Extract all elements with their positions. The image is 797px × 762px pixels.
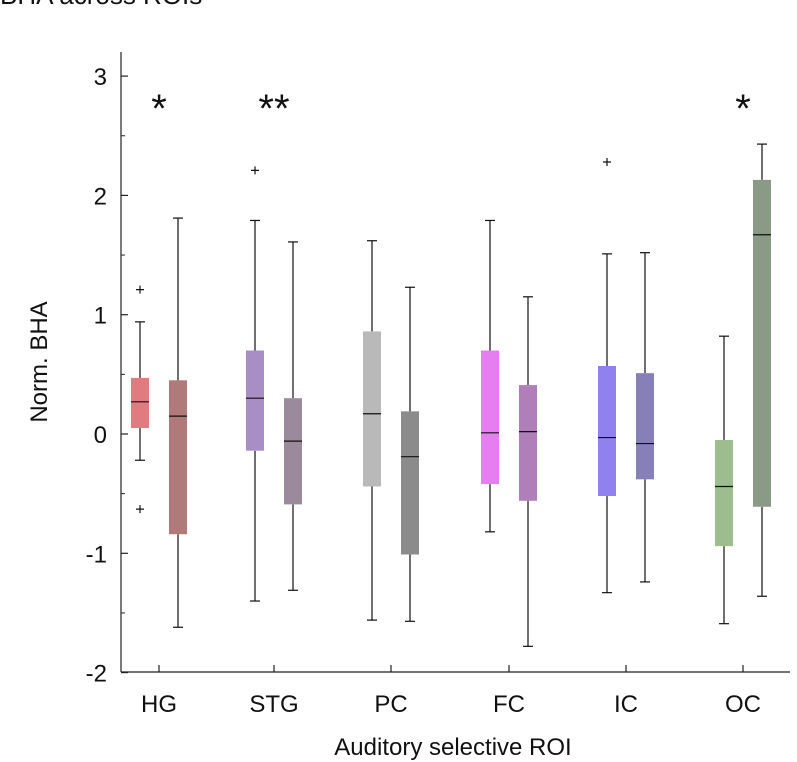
y-tick-label: 0 <box>94 422 107 449</box>
significance-marker: * <box>735 87 751 131</box>
x-tick-label: STG <box>249 691 298 718</box>
y-tick-label: -2 <box>86 661 107 688</box>
y-tick-label: 1 <box>94 303 107 330</box>
box <box>284 398 302 505</box>
outlier-marker <box>136 285 144 294</box>
x-tick-label: OC <box>725 691 761 718</box>
significance-marker: ** <box>258 87 289 131</box>
y-tick-label: -1 <box>86 541 107 568</box>
y-axis-title: Norm. BHA <box>26 301 53 422</box>
outlier-marker <box>136 505 144 514</box>
outlier-marker <box>603 157 611 166</box>
box <box>169 380 187 535</box>
box <box>598 365 616 497</box>
box <box>246 350 264 451</box>
x-tick-label: PC <box>374 691 407 718</box>
chart-title: BHA across ROIs <box>0 0 202 10</box>
x-tick-label: IC <box>614 691 638 718</box>
outlier-marker <box>251 166 259 175</box>
y-tick-label: 3 <box>94 64 107 91</box>
box <box>715 439 733 547</box>
box <box>401 411 419 555</box>
box <box>481 350 499 485</box>
box <box>753 179 771 507</box>
box <box>519 385 537 501</box>
x-axis-title: Auditory selective ROI <box>334 734 571 761</box>
x-tick-label: FC <box>493 691 525 718</box>
x-tick-label: HG <box>141 691 177 718</box>
box <box>363 331 381 487</box>
y-tick-label: 2 <box>94 183 107 210</box>
box <box>131 377 149 429</box>
significance-marker: * <box>151 87 167 131</box>
box <box>636 373 654 480</box>
